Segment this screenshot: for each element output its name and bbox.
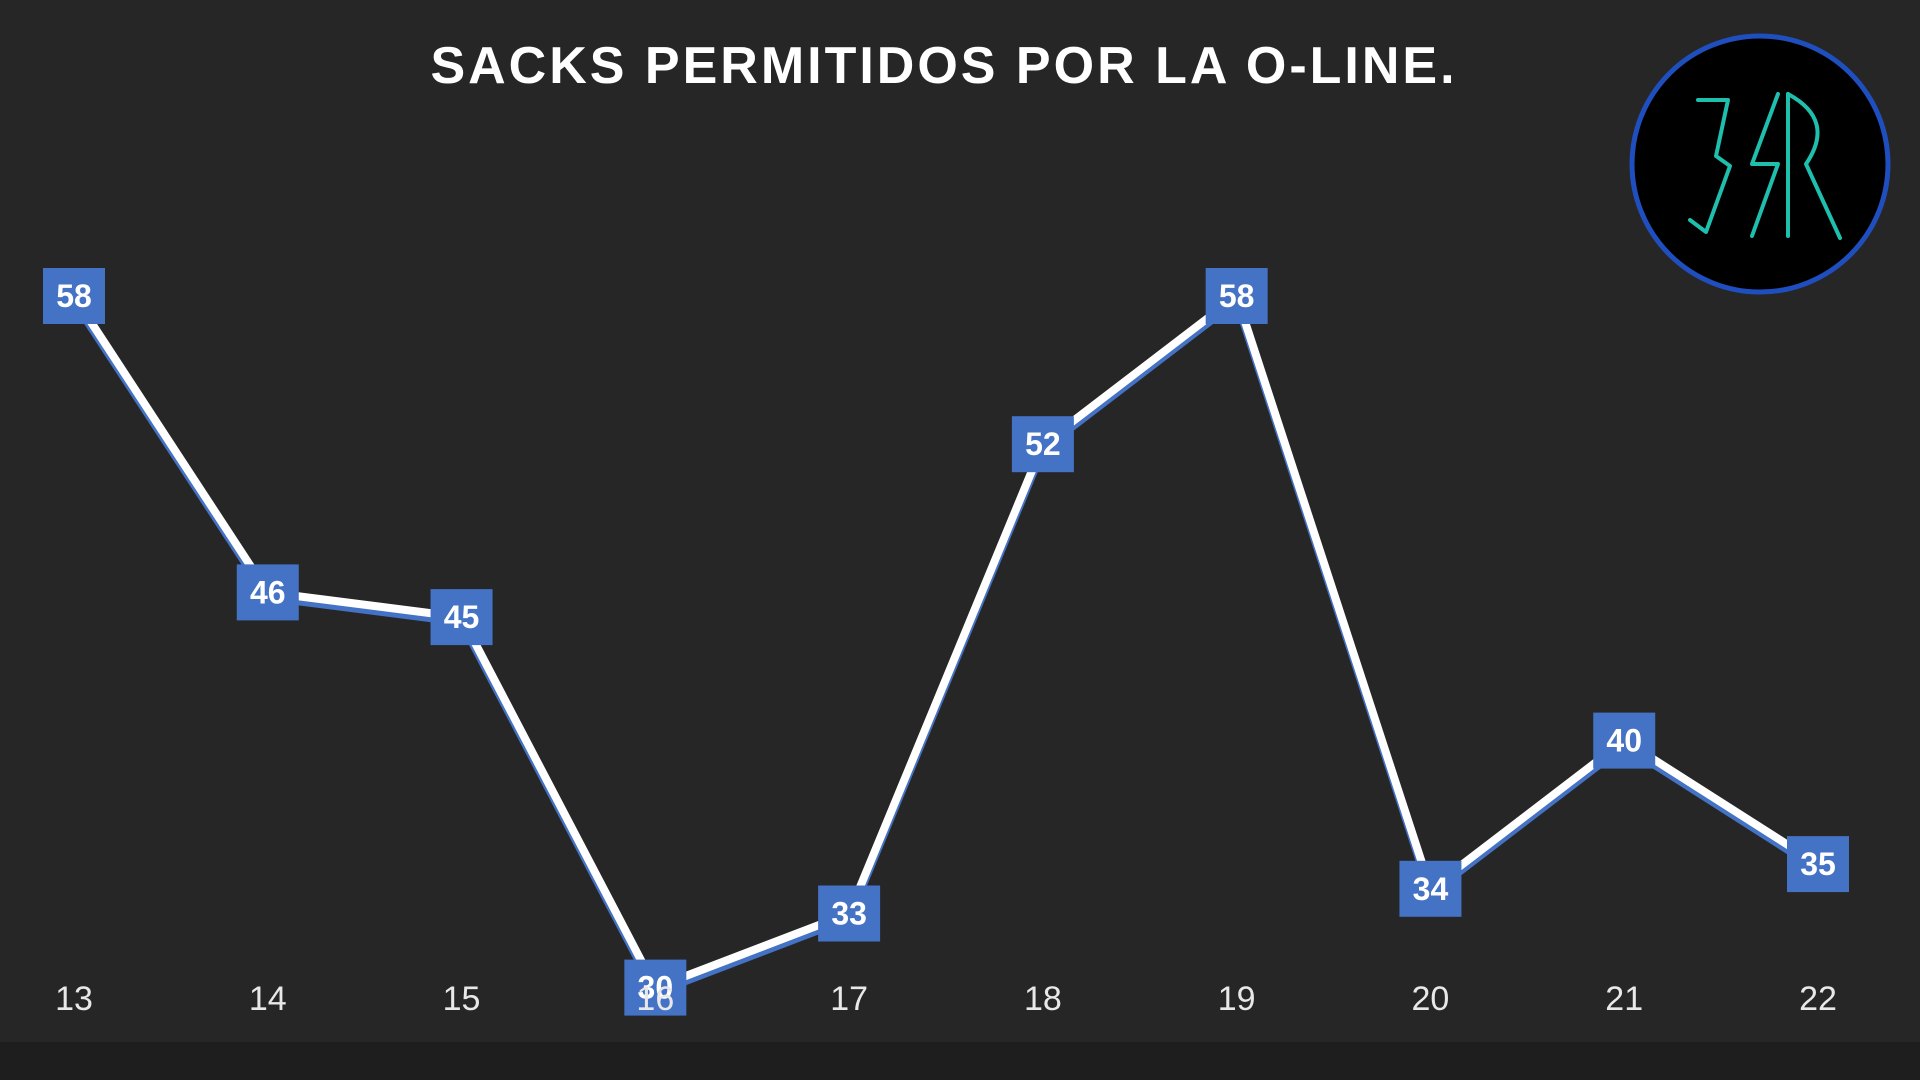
data-label-19: 58 xyxy=(1219,278,1255,314)
data-marker-16 xyxy=(624,959,687,1016)
data-marker-13 xyxy=(43,268,105,324)
data-marker-22 xyxy=(1787,836,1849,893)
x-tick-label-21: 21 xyxy=(1605,980,1643,1018)
series-line-shadow xyxy=(70,297,1822,997)
data-label-15: 45 xyxy=(444,599,480,635)
data-label-21: 40 xyxy=(1606,723,1642,759)
bottom-band xyxy=(0,1042,1920,1080)
x-tick-label-20: 20 xyxy=(1412,980,1450,1018)
data-marker-18 xyxy=(1011,416,1074,473)
data-marker-14 xyxy=(236,564,299,621)
data-label-17: 33 xyxy=(831,896,867,932)
x-tick-label-22: 22 xyxy=(1799,980,1837,1018)
data-label-20: 34 xyxy=(1413,871,1449,907)
monogram-logo-icon xyxy=(1629,33,1891,295)
data-markers: 58 46 45 30 33 52 58 34 40 35 xyxy=(43,268,1849,1016)
drop-lines xyxy=(73,296,1819,988)
data-label-13: 58 xyxy=(56,278,92,314)
series-lines xyxy=(70,292,1822,997)
logo-badge xyxy=(1628,32,1892,296)
chart-title: SACKS PERMITIDOS POR LA O-LINE. xyxy=(430,37,1458,95)
data-marker-17 xyxy=(818,885,881,942)
x-tick-label-17: 17 xyxy=(830,980,868,1018)
data-marker-20 xyxy=(1399,860,1462,917)
x-axis-ticks: 13 14 15 16 17 18 19 20 21 22 xyxy=(55,980,1837,1018)
x-tick-label-15: 15 xyxy=(443,980,481,1018)
series-line xyxy=(70,292,1822,992)
x-tick-label-13: 13 xyxy=(55,980,93,1018)
data-marker-21 xyxy=(1593,712,1656,769)
data-label-18: 52 xyxy=(1025,426,1061,462)
data-label-14: 46 xyxy=(250,574,286,610)
data-marker-15 xyxy=(430,589,493,646)
x-tick-label-16: 16 xyxy=(636,980,674,1018)
data-label-16: 30 xyxy=(638,970,674,1006)
x-tick-label-18: 18 xyxy=(1024,980,1062,1018)
x-tick-label-14: 14 xyxy=(249,980,287,1018)
x-tick-label-19: 19 xyxy=(1218,980,1256,1018)
data-label-22: 35 xyxy=(1800,846,1836,882)
data-marker-19 xyxy=(1205,268,1268,324)
